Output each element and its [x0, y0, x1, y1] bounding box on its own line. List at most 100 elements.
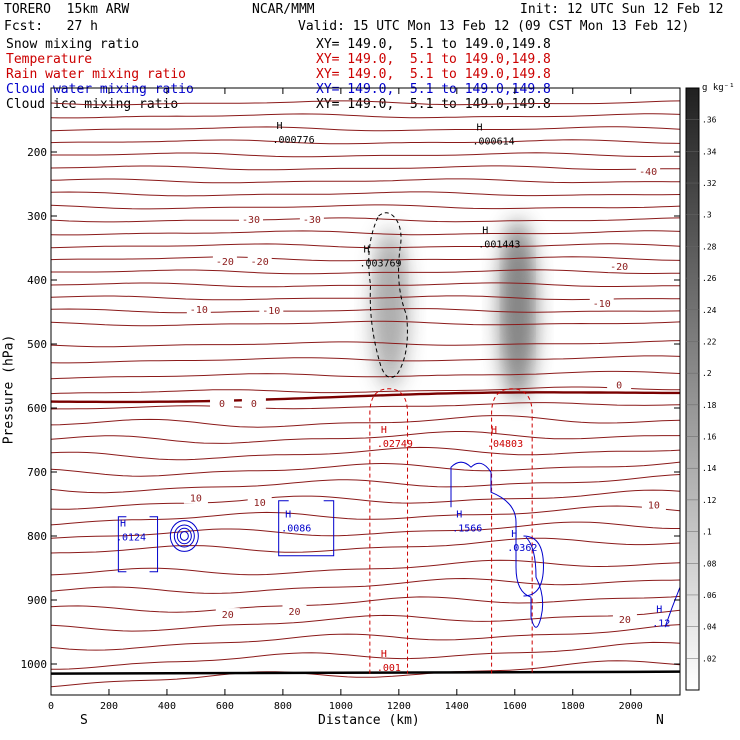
rain-maximum-label: .04803 [487, 439, 523, 450]
cloud-contour [450, 461, 544, 628]
isotherm [51, 402, 680, 410]
isotherm [51, 100, 680, 106]
x-axis-end-label: N [656, 713, 664, 728]
cloud-contour [169, 520, 199, 552]
field-cloud-xy: XY= 149.0, 5.1 to 149.0,149.8 [316, 82, 551, 97]
temperature-label-bg [612, 613, 637, 626]
cloud-maximum-label-marker: H [456, 510, 462, 521]
isotherm [51, 230, 680, 236]
isotherm [51, 595, 680, 613]
isotherm [51, 537, 680, 554]
ground-line [51, 670, 680, 675]
temperature-label-bg [607, 378, 632, 391]
temperature-label: 0 [616, 380, 622, 391]
colorbar-tick-label: .18 [702, 401, 717, 410]
plot-frame [50, 87, 681, 696]
isotherm [51, 139, 680, 145]
x-tick-label: 200 [100, 701, 118, 712]
temperature-label-bg [589, 297, 614, 310]
x-tick-label: 1800 [561, 701, 585, 712]
field-rain-name: Rain water mixing ratio [6, 67, 187, 82]
cloud-contour [173, 524, 195, 548]
rain-maximum-label-marker: H [381, 425, 387, 436]
isotherm [51, 340, 680, 348]
temperature-label: 0 [219, 399, 225, 410]
temperature-label-bg [641, 498, 666, 511]
colorbar-tick-label: .36 [702, 116, 717, 125]
ice-maximum-label: .000776 [272, 135, 314, 146]
field-temperature-name: Temperature [6, 52, 93, 67]
temperature-label-bg [215, 608, 240, 621]
temperature-label: 20 [222, 610, 234, 621]
rain-maximum-label-marker: H [381, 649, 387, 660]
temperature-label-bg [259, 304, 284, 317]
colorbar-tick-label: .08 [702, 559, 717, 568]
colorbar-tick-label: .34 [702, 147, 717, 156]
cloud-maximum-label-marker: H [120, 519, 126, 530]
isotherm [51, 641, 680, 670]
field-temperature-xy: XY= 149.0, 5.1 to 149.0,149.8 [316, 52, 551, 67]
init-time: Init: 12 UTC Sun 12 Feb 12 [520, 2, 724, 17]
ice-maximum-label-marker: H [476, 122, 482, 133]
temperature-label-bg [241, 396, 266, 409]
forecast-hour: Fcst: 27 h [4, 19, 98, 34]
rain-maximum-label-marker: H [491, 425, 497, 436]
isotherm [51, 505, 680, 526]
isotherm [51, 217, 680, 223]
y-tick-label: 400 [27, 274, 47, 287]
colorbar-tick-label: .3 [702, 211, 712, 220]
ice-maximum-label-marker: H [276, 121, 282, 132]
temperature-label: 10 [190, 494, 202, 505]
snow-column-core [508, 241, 527, 364]
isotherm [51, 295, 680, 301]
isotherm [51, 489, 680, 510]
colorbar-tick-label: .1 [702, 528, 712, 537]
colorbar-tick-label: .22 [702, 337, 717, 346]
cloud-contour [664, 587, 680, 628]
temperature-label-bg [607, 259, 632, 272]
temperature-label-bg [212, 254, 237, 267]
colorbar-tick-label: .02 [702, 654, 717, 663]
cloud-maximum-label-marker: H [656, 604, 662, 615]
cloud-contour [278, 500, 335, 557]
x-tick-label: 1600 [503, 701, 527, 712]
temperature-label-bg [183, 491, 208, 504]
x-tick-label: 0 [48, 701, 54, 712]
x-tick-label: 400 [158, 701, 176, 712]
colorbar-tick-label: .12 [702, 496, 717, 505]
model-title: TORERO 15km ARW [4, 2, 130, 17]
colorbar [685, 87, 700, 691]
colorbar-tick-label: .06 [702, 591, 717, 600]
y-tick-label: 600 [27, 402, 47, 415]
ice-contour [368, 212, 408, 378]
rain-maximum-label: .001 [377, 663, 401, 674]
temperature-label-bg [247, 496, 272, 509]
y-tick-label: 300 [27, 210, 47, 223]
temperature-label: 20 [619, 615, 631, 626]
isotherm [51, 243, 680, 249]
isotherm [51, 113, 680, 119]
colorbar-tick-label: .26 [702, 274, 717, 283]
y-tick-label: 500 [27, 338, 47, 351]
temperature-label-bg [186, 302, 211, 315]
isotherm [51, 282, 680, 288]
snow-column-core [381, 247, 400, 355]
x-tick-label: 600 [216, 701, 234, 712]
isotherm [51, 415, 680, 428]
temperature-label: 10 [648, 501, 660, 512]
isotherm [51, 521, 680, 539]
isotherm [51, 609, 680, 632]
valid-time: Valid: 15 UTC Mon 13 Feb 12 (09 CST Mon … [298, 19, 690, 34]
cloud-maximum-label-marker: H [511, 529, 517, 540]
temperature-label: -10 [262, 306, 280, 317]
x-axis-label: Distance (km) [318, 713, 420, 728]
y-tick-label: 700 [27, 466, 47, 479]
isotherm [51, 126, 680, 132]
colorbar-tick-label: .16 [702, 433, 717, 442]
rain-contour [491, 388, 533, 674]
isotherm [51, 191, 680, 197]
temperature-label: -30 [303, 215, 321, 226]
colorbar-tick-label: .28 [702, 242, 717, 251]
temperature-label: 10 [254, 498, 266, 509]
